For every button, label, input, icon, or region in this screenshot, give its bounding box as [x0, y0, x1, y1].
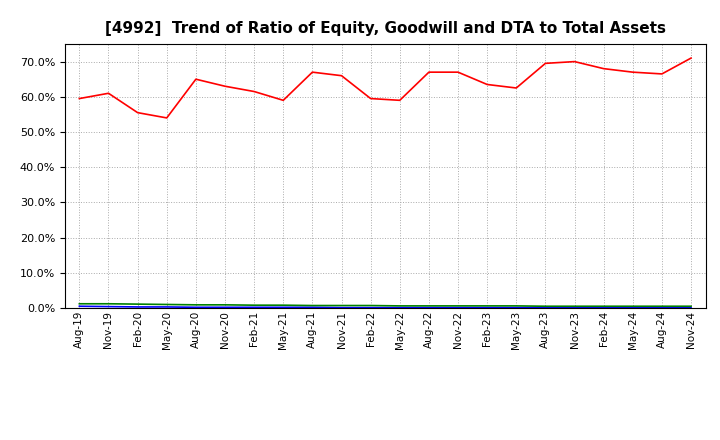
- Deferred Tax Assets: [483, 303, 492, 308]
- Deferred Tax Assets: [366, 303, 375, 308]
- Deferred Tax Assets: [250, 303, 258, 308]
- Goodwill: [308, 304, 317, 310]
- Deferred Tax Assets: [337, 303, 346, 308]
- Goodwill: [337, 305, 346, 310]
- Goodwill: [279, 304, 287, 310]
- Deferred Tax Assets: [163, 302, 171, 307]
- Goodwill: [483, 305, 492, 310]
- Goodwill: [599, 305, 608, 310]
- Equity: [512, 85, 521, 91]
- Goodwill: [425, 305, 433, 310]
- Equity: [687, 55, 696, 61]
- Equity: [483, 82, 492, 87]
- Goodwill: [133, 304, 142, 310]
- Deferred Tax Assets: [75, 301, 84, 306]
- Goodwill: [629, 305, 637, 310]
- Deferred Tax Assets: [687, 304, 696, 309]
- Deferred Tax Assets: [192, 302, 200, 308]
- Deferred Tax Assets: [133, 301, 142, 307]
- Equity: [337, 73, 346, 78]
- Deferred Tax Assets: [657, 304, 666, 309]
- Goodwill: [570, 305, 579, 310]
- Deferred Tax Assets: [454, 303, 462, 308]
- Deferred Tax Assets: [220, 302, 229, 308]
- Equity: [366, 96, 375, 101]
- Deferred Tax Assets: [541, 304, 550, 309]
- Goodwill: [75, 304, 84, 309]
- Equity: [75, 96, 84, 101]
- Deferred Tax Assets: [279, 303, 287, 308]
- Goodwill: [104, 304, 113, 309]
- Equity: [425, 70, 433, 75]
- Goodwill: [220, 304, 229, 310]
- Equity: [104, 91, 113, 96]
- Equity: [454, 70, 462, 75]
- Goodwill: [192, 304, 200, 310]
- Equity: [308, 70, 317, 75]
- Equity: [570, 59, 579, 64]
- Equity: [220, 84, 229, 89]
- Deferred Tax Assets: [570, 304, 579, 309]
- Goodwill: [366, 305, 375, 310]
- Equity: [599, 66, 608, 71]
- Line: Deferred Tax Assets: Deferred Tax Assets: [79, 304, 691, 306]
- Goodwill: [163, 304, 171, 310]
- Deferred Tax Assets: [629, 304, 637, 309]
- Goodwill: [395, 305, 404, 310]
- Equity: [192, 77, 200, 82]
- Equity: [629, 70, 637, 75]
- Line: Equity: Equity: [79, 58, 691, 118]
- Line: Goodwill: Goodwill: [79, 306, 691, 308]
- Deferred Tax Assets: [308, 303, 317, 308]
- Deferred Tax Assets: [599, 304, 608, 309]
- Deferred Tax Assets: [425, 303, 433, 308]
- Equity: [133, 110, 142, 115]
- Equity: [395, 98, 404, 103]
- Goodwill: [512, 305, 521, 310]
- Deferred Tax Assets: [395, 303, 404, 308]
- Deferred Tax Assets: [512, 303, 521, 308]
- Goodwill: [657, 305, 666, 310]
- Equity: [657, 71, 666, 77]
- Equity: [250, 89, 258, 94]
- Goodwill: [250, 304, 258, 310]
- Goodwill: [687, 305, 696, 310]
- Equity: [279, 98, 287, 103]
- Title: [4992]  Trend of Ratio of Equity, Goodwill and DTA to Total Assets: [4992] Trend of Ratio of Equity, Goodwil…: [104, 21, 666, 36]
- Goodwill: [454, 305, 462, 310]
- Goodwill: [541, 305, 550, 310]
- Equity: [163, 115, 171, 121]
- Deferred Tax Assets: [104, 301, 113, 306]
- Equity: [541, 61, 550, 66]
